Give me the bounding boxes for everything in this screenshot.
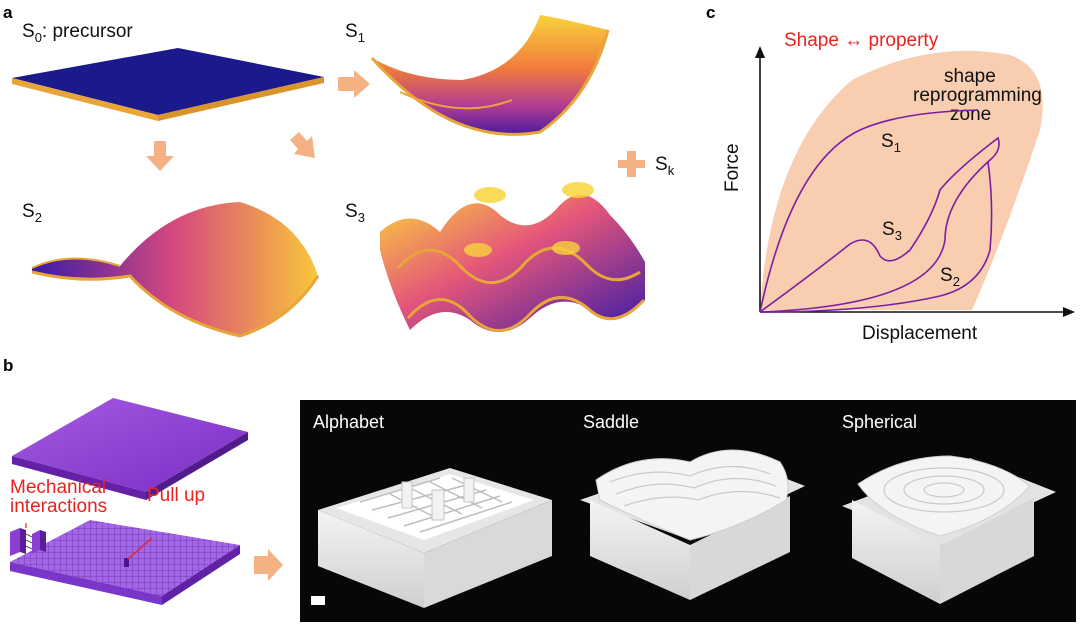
- panel-letter-c: c: [706, 3, 715, 22]
- plus-icon: [618, 151, 645, 177]
- photo-title-alphabet: Alphabet: [313, 412, 384, 432]
- curve-s2: [759, 161, 993, 313]
- s2-saddle-surface: [31, 202, 320, 338]
- zone-label-2: reprogramming: [913, 85, 1042, 106]
- photo-saddle: Saddle: [580, 412, 805, 600]
- reprogramming-zone: [760, 50, 1043, 310]
- s3-label: S3: [345, 201, 365, 225]
- precursor-plate: [12, 48, 324, 121]
- axes: [755, 46, 1075, 317]
- curve-label-s3: S3: [882, 219, 902, 243]
- photo-alphabet: Alphabet: [311, 412, 552, 608]
- chart-title: Shape ↔ property: [784, 30, 939, 51]
- panel-a: a S0: precursor S1 Sk: [3, 3, 675, 338]
- curve-label-s2: S2: [940, 265, 960, 289]
- panel-c: c Shape ↔ property shape reprogramming z…: [706, 3, 1075, 344]
- zone-label-1: shape: [944, 66, 996, 87]
- curve-s1: [759, 109, 979, 313]
- s3-wavy-surface: [380, 182, 646, 333]
- arrow-right-s1: [338, 70, 370, 98]
- mechanical-interaction-pillars: [10, 523, 46, 556]
- mechanical-label-2: interactions: [10, 496, 107, 517]
- y-axis-label: Force: [722, 143, 743, 192]
- purple-block-top: [12, 398, 248, 500]
- s0-label: S0: precursor: [22, 21, 133, 45]
- s2-label: S2: [22, 201, 42, 225]
- panel-letter-a: a: [3, 3, 13, 22]
- photo-spherical: Spherical: [842, 412, 1056, 604]
- s1-bowl-surface: [370, 15, 610, 136]
- panel-letter-b: b: [3, 356, 13, 375]
- photo-title-saddle: Saddle: [583, 412, 639, 432]
- curve-s3: [759, 136, 1000, 313]
- curve-label-s1: S1: [881, 131, 901, 155]
- pull-up-label: Pull up: [147, 485, 205, 506]
- sk-label: Sk: [655, 154, 675, 178]
- arrow-diag-s3: [290, 132, 315, 158]
- s1-label: S1: [345, 21, 365, 45]
- arrow-right-photos: [254, 549, 283, 581]
- x-axis-label: Displacement: [862, 323, 978, 344]
- mechanical-label-1: Mechanical: [10, 477, 106, 498]
- arrow-down-s2: [146, 141, 174, 171]
- photo-title-spherical: Spherical: [842, 412, 917, 432]
- panel-b: b Mechanical interactions P: [3, 356, 1076, 622]
- purple-pixel-plate: [10, 520, 240, 605]
- scale-bar: [311, 596, 325, 605]
- zone-label-3: zone: [950, 104, 991, 125]
